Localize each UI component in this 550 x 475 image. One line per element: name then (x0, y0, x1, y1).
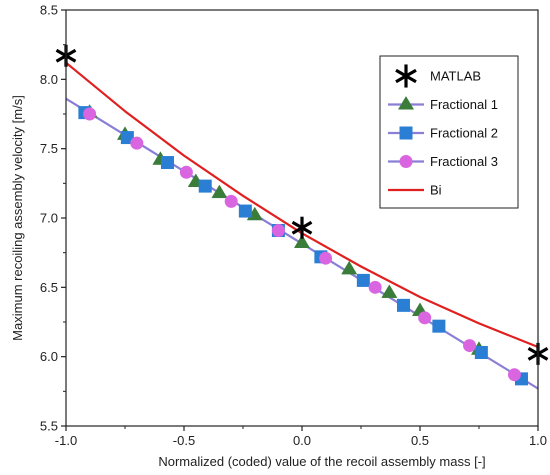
series-fractional-1-point (341, 260, 358, 275)
series-fractional-2-point (432, 319, 446, 333)
series-fractional-3-point (418, 311, 432, 325)
x-tick-label: 0.5 (411, 433, 429, 448)
legend-fractional-3-marker (399, 155, 413, 168)
series-fractional-2-point (474, 346, 488, 360)
series-fractional-2-point (198, 179, 212, 193)
legend-fractional-1-marker (397, 96, 415, 110)
y-tick-label: 6.5 (40, 280, 58, 295)
series-fractional-2-point (160, 156, 174, 170)
y-tick-label: 7.0 (40, 211, 58, 226)
series-fractional-1-point (381, 284, 398, 298)
series-fractional-3-point (130, 136, 144, 150)
plot-area (55, 44, 549, 390)
legend-fractional-2-marker (399, 126, 413, 140)
y-tick-label: 8.5 (40, 3, 58, 18)
legend-bi-label: Bi (430, 183, 442, 198)
series-fractional-3-point (271, 223, 285, 237)
series-fractional-3-point (179, 165, 193, 179)
x-axis-title: Normalized (coded) value of the recoil a… (158, 454, 485, 469)
x-tick-label: 1.0 (529, 433, 547, 448)
y-tick-label: 7.5 (40, 141, 58, 156)
x-tick-label: -1.0 (55, 433, 77, 448)
y-tick-label: 6.0 (40, 349, 58, 364)
series-fractional-3-point (224, 194, 238, 208)
series-fractional-3-point (368, 280, 382, 294)
series-fractional-2-point (238, 204, 252, 218)
legend-matlab-label: MATLAB (430, 69, 481, 84)
legend-fractional-2-label: Fractional 2 (430, 126, 498, 141)
x-tick-label: 0.0 (293, 433, 311, 448)
legend-matlab-marker (395, 64, 417, 88)
legend-fractional-1-label: Fractional 1 (430, 97, 498, 112)
series-fractional-1-point (211, 184, 228, 199)
series-fractional-3-point (83, 107, 97, 121)
series-fractional-2-point (356, 273, 370, 287)
series-matlab-point (291, 216, 313, 239)
legend-fractional-3-label: Fractional 3 (430, 154, 498, 169)
series-fractional-2-point (120, 131, 134, 145)
series-fractional-3-point (463, 339, 477, 353)
series-fractional-1-point (293, 234, 311, 249)
series-fractional-3-point (319, 251, 333, 265)
y-tick-label: 8.0 (40, 72, 58, 87)
y-tick-label: 5.5 (40, 419, 58, 434)
y-axis-title: Maximum recoiling assembly velocity [m/s… (10, 95, 25, 341)
x-tick-label: -0.5 (173, 433, 195, 448)
axes: -1.0 -0.5 0.0 0.5 1.0 5.5 6.0 6.5 7.0 7.5 8.0 8.5 (40, 3, 547, 449)
legend: MATLAB Fractional 1 Fractional 2 Fractional… (379, 55, 519, 209)
series-fractional-3-point (507, 368, 521, 382)
legend-box (379, 55, 519, 209)
series-fractional-2-point (396, 298, 410, 312)
